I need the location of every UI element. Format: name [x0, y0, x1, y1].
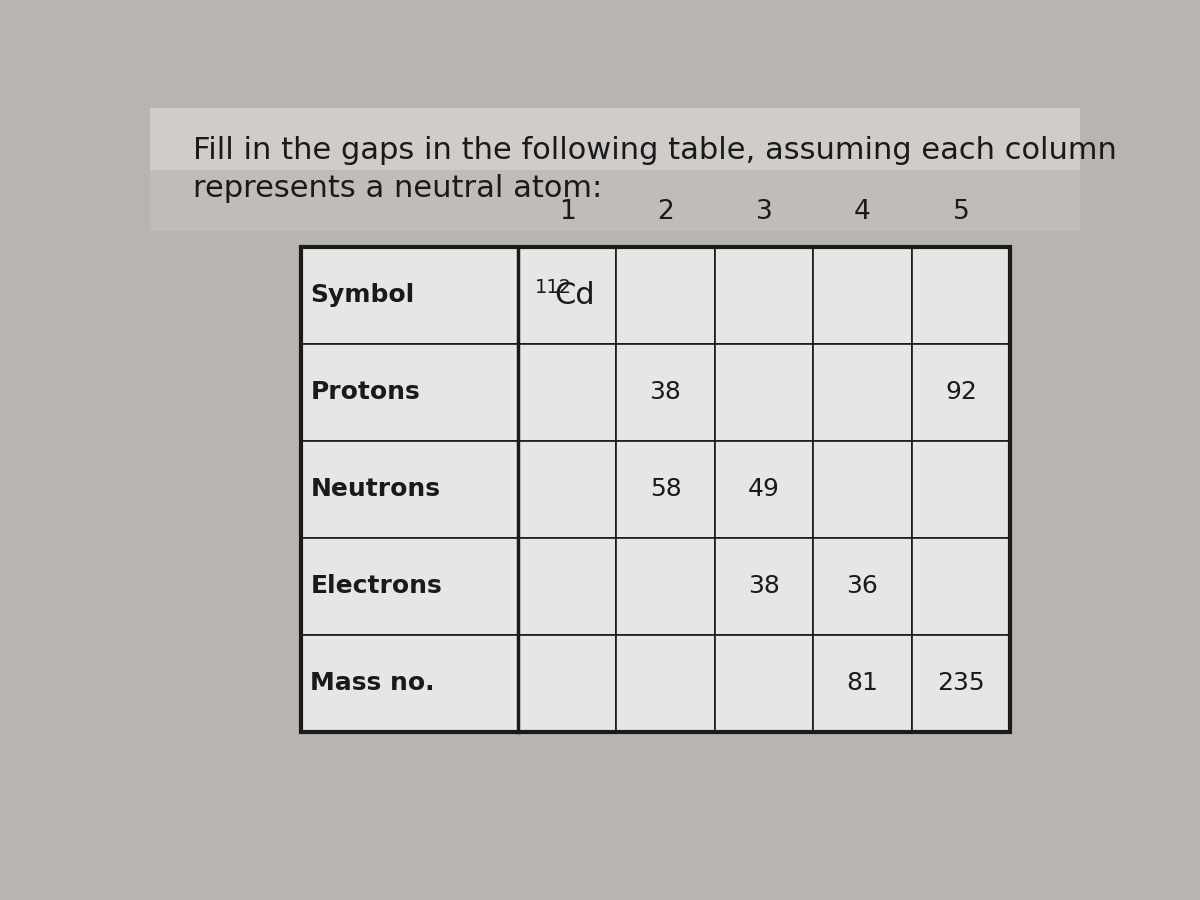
Bar [150, 108, 1080, 169]
Bar [617, 537, 715, 634]
Text: Fill in the gaps in the following table, assuming each column: Fill in the gaps in the following table,… [193, 136, 1116, 165]
Bar [814, 537, 912, 634]
Text: Neutrons: Neutrons [311, 477, 440, 501]
Bar [301, 247, 1010, 732]
Bar [912, 344, 1010, 441]
Text: 38: 38 [748, 574, 780, 599]
Bar [715, 537, 814, 634]
Bar [912, 441, 1010, 537]
Text: Symbol: Symbol [311, 284, 415, 307]
Text: Electrons: Electrons [311, 574, 442, 599]
Bar [912, 634, 1010, 732]
Bar [814, 634, 912, 732]
Text: Protons: Protons [311, 380, 420, 404]
Bar [912, 537, 1010, 634]
Text: 112: 112 [534, 278, 571, 297]
Text: 92: 92 [946, 380, 977, 404]
Text: 235: 235 [937, 671, 985, 695]
Text: 5: 5 [953, 199, 970, 225]
Text: 2: 2 [658, 199, 674, 225]
Bar [715, 441, 814, 537]
Bar [518, 344, 617, 441]
Bar [301, 441, 518, 537]
Bar [715, 344, 814, 441]
Bar [301, 247, 518, 344]
Bar [715, 247, 814, 344]
Bar [814, 441, 912, 537]
Text: Mass no.: Mass no. [311, 671, 434, 695]
Bar [301, 344, 518, 441]
Text: 81: 81 [846, 671, 878, 695]
Text: 49: 49 [748, 477, 780, 501]
Bar [715, 634, 814, 732]
Bar [518, 247, 617, 344]
Text: 58: 58 [649, 477, 682, 501]
Bar [518, 537, 617, 634]
Text: 38: 38 [649, 380, 682, 404]
Bar [518, 441, 617, 537]
Text: 4: 4 [854, 199, 871, 225]
Text: 1: 1 [559, 199, 576, 225]
Bar [814, 247, 912, 344]
Bar [150, 169, 1080, 231]
Text: represents a neutral atom:: represents a neutral atom: [193, 175, 602, 203]
Bar [617, 634, 715, 732]
Bar [617, 344, 715, 441]
Bar [814, 344, 912, 441]
Text: 36: 36 [846, 574, 878, 599]
Bar [301, 537, 518, 634]
Text: 3: 3 [756, 199, 773, 225]
Bar [617, 247, 715, 344]
Bar [617, 441, 715, 537]
Bar [301, 634, 518, 732]
Text: Cd: Cd [554, 281, 595, 310]
Bar [912, 247, 1010, 344]
Bar [518, 634, 617, 732]
